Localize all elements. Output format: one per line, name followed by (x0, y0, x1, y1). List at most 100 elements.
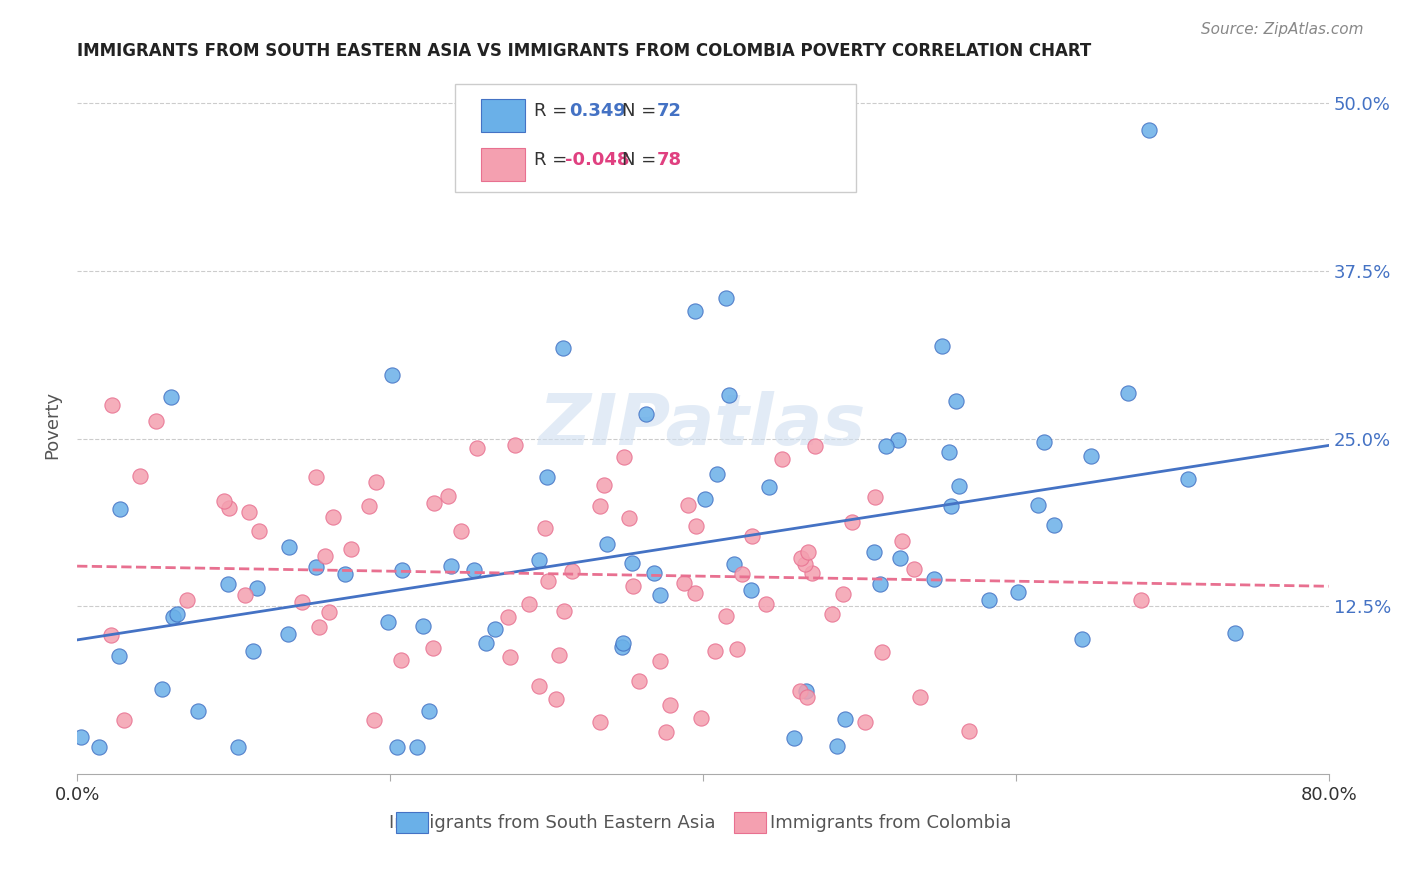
Text: 72: 72 (657, 103, 682, 120)
Point (938, 445, 960, 459)
Point (1137, 123, 1160, 137)
Point (162, 610, 184, 624)
Point (648, 588, 671, 602)
Point (101, 398, 124, 412)
Point (706, 467, 728, 482)
Point (160, 390, 183, 404)
Point (233, 588, 256, 602)
Point (145, 413, 167, 427)
Point (529, 679, 551, 693)
Point (405, 740, 427, 755)
Point (589, 714, 612, 729)
Point (1177, 472, 1199, 486)
Point (693, 492, 716, 507)
Point (758, 480, 780, 494)
Point (731, 566, 754, 581)
Point (869, 577, 891, 591)
Point (741, 528, 763, 542)
Point (553, 604, 575, 618)
Point (740, 583, 762, 598)
Point (517, 597, 540, 611)
Point (939, 499, 962, 513)
Point (589, 500, 612, 514)
Text: ZIPatlas: ZIPatlas (540, 391, 866, 459)
Point (277, 540, 299, 554)
Point (1080, 449, 1102, 463)
Point (366, 475, 388, 489)
Point (357, 500, 380, 514)
Point (658, 698, 681, 712)
Point (440, 558, 463, 573)
Point (841, 515, 863, 529)
FancyBboxPatch shape (481, 148, 526, 181)
Point (875, 440, 897, 454)
Point (108, 501, 131, 516)
Point (797, 545, 820, 559)
Point (931, 339, 953, 353)
Point (112, 714, 135, 728)
Point (903, 562, 925, 576)
Point (804, 439, 827, 453)
Point (246, 581, 269, 595)
Point (277, 627, 299, 641)
Point (725, 641, 748, 656)
Point (654, 724, 676, 739)
Point (1130, 592, 1153, 607)
Text: N =: N = (621, 152, 662, 169)
Point (865, 490, 887, 504)
Point (596, 537, 619, 551)
Point (794, 684, 817, 698)
Point (853, 715, 876, 730)
Point (212, 494, 235, 508)
Point (166, 607, 188, 622)
Point (716, 608, 738, 623)
Point (333, 567, 356, 582)
Point (308, 619, 330, 633)
Point (717, 388, 740, 402)
Text: Source: ZipAtlas.com: Source: ZipAtlas.com (1201, 22, 1364, 37)
FancyBboxPatch shape (396, 813, 427, 833)
Point (703, 644, 725, 658)
Point (499, 649, 522, 664)
Point (176, 593, 198, 607)
Point (1026, 498, 1049, 512)
Point (683, 586, 706, 600)
Point (503, 438, 526, 452)
Point (527, 552, 550, 566)
Text: IMMIGRANTS FROM SOUTH EASTERN ASIA VS IMMIGRANTS FROM COLOMBIA POVERTY CORRELATI: IMMIGRANTS FROM SOUTH EASTERN ASIA VS IM… (77, 42, 1091, 60)
Point (593, 477, 616, 491)
Point (218, 500, 240, 515)
Point (621, 556, 644, 570)
Point (389, 653, 412, 667)
Point (377, 615, 399, 630)
Point (537, 574, 560, 588)
Point (100, 628, 122, 642)
Point (948, 479, 970, 493)
Point (305, 469, 328, 483)
Point (801, 566, 824, 580)
Text: 0.349: 0.349 (569, 103, 626, 120)
Point (723, 557, 745, 571)
Text: R =: R = (534, 152, 574, 169)
Point (463, 563, 485, 577)
Point (546, 692, 568, 706)
Point (108, 649, 131, 664)
Point (1032, 435, 1054, 450)
Point (150, 682, 173, 697)
Point (627, 673, 650, 688)
Point (551, 341, 574, 355)
Point (322, 510, 344, 524)
Point (783, 731, 806, 745)
Point (716, 291, 738, 305)
Point (318, 605, 340, 619)
Point (908, 690, 931, 704)
Point (89, 740, 111, 755)
Point (821, 607, 844, 621)
Point (610, 640, 633, 654)
Point (1116, 386, 1139, 401)
Point (755, 598, 778, 612)
Point (391, 563, 413, 577)
Point (673, 576, 696, 591)
Point (450, 524, 472, 538)
Point (412, 619, 434, 633)
